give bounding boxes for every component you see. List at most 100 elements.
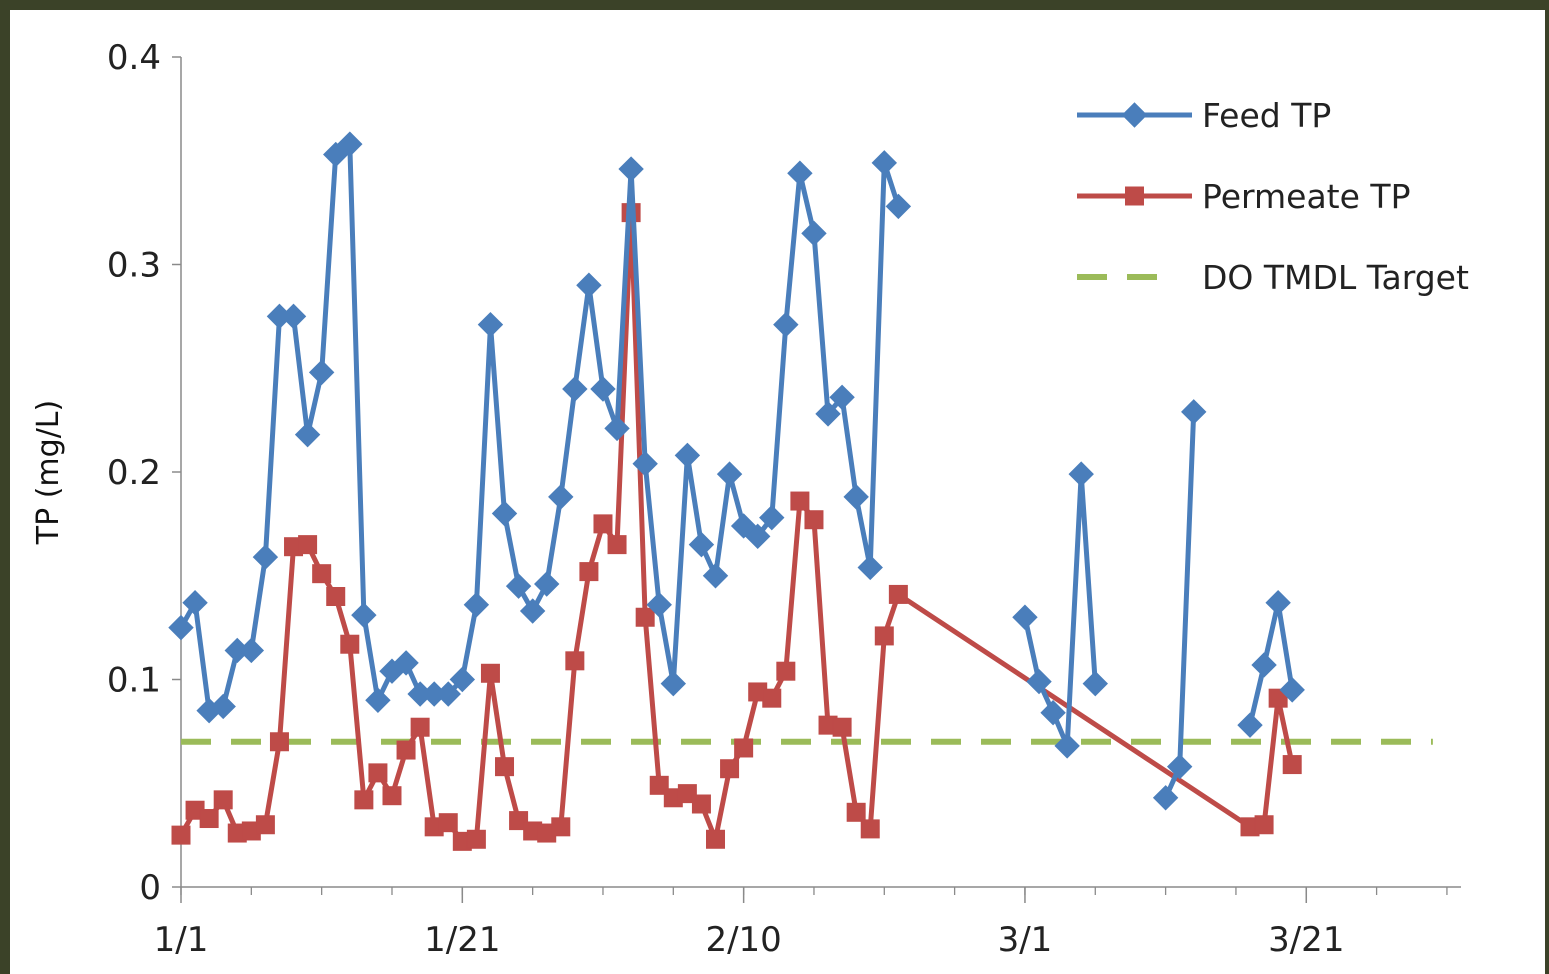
data-point	[649, 775, 669, 795]
data-point	[593, 514, 613, 534]
data-point	[199, 809, 219, 829]
legend-item: DO TMDL Target	[1077, 258, 1469, 297]
x-tick-label: 1/1	[154, 920, 209, 960]
data-point	[787, 160, 813, 186]
data-point	[382, 786, 402, 806]
data-point	[1166, 753, 1193, 780]
data-point	[280, 303, 307, 330]
data-point	[480, 663, 500, 683]
data-point	[312, 564, 332, 584]
data-point	[702, 563, 729, 589]
data-point	[691, 794, 711, 814]
data-point	[466, 829, 486, 849]
data-point	[351, 602, 377, 628]
data-point	[885, 193, 912, 220]
data-point	[579, 562, 599, 582]
data-point	[368, 763, 388, 783]
data-point	[674, 442, 701, 469]
data-point	[519, 598, 546, 624]
data-point	[773, 311, 799, 338]
data-point	[660, 670, 687, 697]
data-point	[565, 651, 585, 671]
data-point	[1279, 677, 1305, 703]
data-point	[294, 421, 321, 448]
data-point	[590, 376, 616, 402]
data-point	[1152, 785, 1179, 811]
data-point	[843, 484, 869, 510]
y-tick-label: 0.1	[107, 661, 161, 701]
data-point	[1012, 604, 1038, 630]
x-tick-label: 3/21	[1268, 920, 1344, 960]
plot-area	[168, 131, 1433, 851]
data-point	[213, 790, 233, 810]
legend-marker	[1121, 102, 1148, 128]
legend: Feed TP Permeate TP DO TMDL Target	[1077, 96, 1469, 297]
data-point	[790, 491, 810, 511]
data-point	[744, 523, 771, 550]
y-tick-label: 0.3	[107, 246, 161, 286]
data-point	[238, 637, 265, 664]
x-tick-label: 2/10	[705, 920, 781, 960]
data-point	[182, 590, 208, 616]
data-point	[607, 535, 627, 555]
data-point	[776, 661, 796, 681]
series-line	[1022, 471, 1098, 749]
data-point	[449, 666, 476, 693]
data-point	[762, 688, 782, 708]
data-point	[871, 150, 898, 176]
data-point	[410, 717, 430, 737]
legend-label: Feed TP	[1202, 96, 1331, 135]
data-point	[354, 790, 374, 810]
data-point	[298, 535, 318, 555]
series-feed-tp	[168, 131, 1305, 811]
series-line	[178, 141, 901, 714]
tp-line-chart: 0 0.1 0.2 0.3 0.4 1/1 1/21 2/10 3/1 3/21 TP (mg/L…	[31, 38, 1469, 960]
data-point	[832, 717, 852, 737]
data-point	[604, 415, 630, 442]
data-point	[308, 359, 335, 386]
data-point	[846, 802, 866, 822]
data-point	[646, 592, 672, 618]
legend-label: DO TMDL Target	[1202, 258, 1469, 297]
data-point	[635, 607, 655, 627]
data-point	[829, 384, 855, 411]
data-point	[505, 573, 532, 599]
data-point	[562, 376, 588, 402]
series-permeate-tp	[171, 203, 1302, 851]
y-tick-label: 0.2	[107, 453, 161, 493]
data-point	[720, 759, 740, 779]
data-point	[1282, 755, 1302, 775]
data-point	[393, 650, 419, 676]
data-point	[688, 531, 715, 558]
data-point	[1265, 590, 1291, 616]
legend-item: Permeate TP	[1077, 177, 1410, 216]
y-axis-title: TP (mg/L)	[31, 400, 66, 545]
data-point	[477, 311, 504, 338]
data-point	[759, 504, 785, 531]
data-point	[1181, 399, 1207, 425]
data-point	[269, 732, 289, 752]
data-point	[632, 450, 658, 477]
data-point	[618, 156, 644, 182]
data-point	[1254, 815, 1274, 835]
data-point	[255, 815, 275, 835]
data-point	[1040, 699, 1066, 726]
data-point	[435, 681, 461, 707]
y-tick-label: 0.4	[107, 38, 161, 78]
data-point	[509, 811, 529, 831]
data-point	[716, 461, 743, 487]
data-point	[438, 813, 458, 833]
data-point	[551, 817, 571, 837]
data-point	[1026, 668, 1052, 695]
axes	[172, 56, 1461, 903]
data-point	[396, 740, 416, 760]
data-point	[706, 829, 726, 849]
data-point	[210, 693, 236, 720]
chart-frame: 0 0.1 0.2 0.3 0.4 1/1 1/21 2/10 3/1 3/21 TP (mg/L…	[10, 10, 1545, 974]
data-point	[365, 687, 391, 713]
data-point	[1237, 712, 1263, 738]
y-tick-label: 0	[139, 868, 161, 908]
data-point	[1054, 733, 1080, 759]
data-point	[576, 272, 602, 298]
data-point	[874, 626, 894, 646]
